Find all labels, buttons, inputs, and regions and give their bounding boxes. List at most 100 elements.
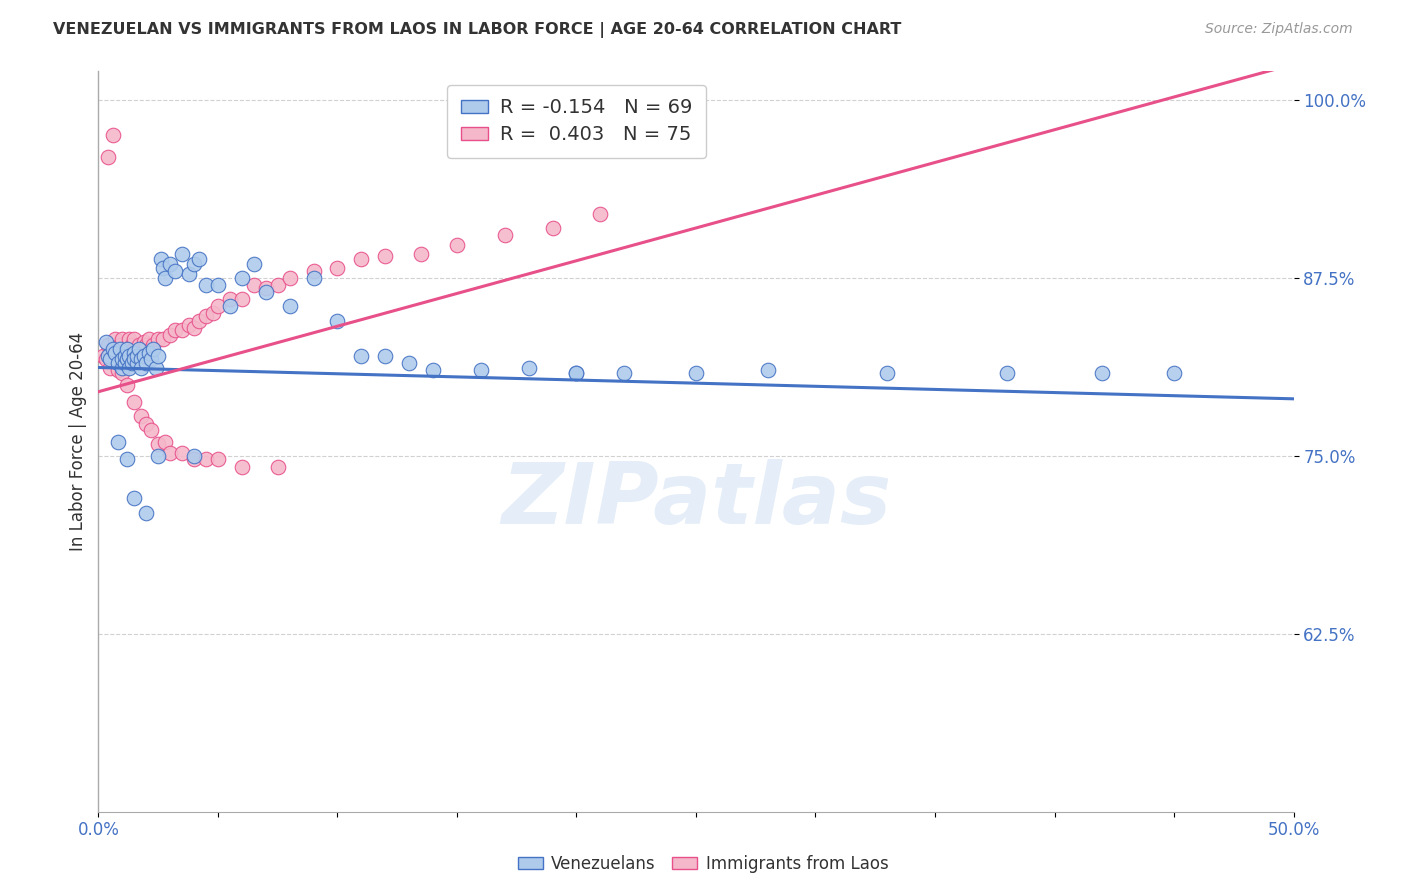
Point bbox=[398, 356, 420, 370]
Point bbox=[108, 342, 131, 356]
Point bbox=[138, 332, 160, 346]
Point bbox=[243, 277, 266, 292]
Point bbox=[132, 334, 155, 349]
Point bbox=[159, 256, 181, 270]
Point bbox=[207, 299, 229, 313]
Point bbox=[565, 366, 588, 380]
Y-axis label: In Labor Force | Age 20-64: In Labor Force | Age 20-64 bbox=[69, 332, 87, 551]
Point bbox=[1091, 366, 1114, 380]
Point bbox=[114, 356, 136, 370]
Point bbox=[142, 342, 165, 356]
Point bbox=[565, 366, 588, 380]
Point bbox=[152, 332, 174, 346]
Point bbox=[128, 342, 150, 356]
Point bbox=[97, 337, 120, 351]
Point bbox=[104, 351, 127, 366]
Point bbox=[131, 351, 153, 366]
Point bbox=[139, 351, 162, 366]
Point bbox=[231, 292, 253, 306]
Point bbox=[114, 356, 136, 370]
Point bbox=[125, 349, 148, 363]
Point bbox=[118, 349, 141, 363]
Point bbox=[97, 150, 120, 164]
Point bbox=[111, 346, 134, 360]
Point bbox=[135, 337, 157, 351]
Point bbox=[254, 285, 277, 299]
Point bbox=[98, 346, 122, 360]
Point bbox=[326, 313, 349, 327]
Point bbox=[278, 270, 301, 285]
Point bbox=[613, 366, 636, 380]
Point bbox=[97, 349, 120, 363]
Point bbox=[124, 332, 146, 346]
Point bbox=[155, 270, 177, 285]
Point bbox=[94, 351, 117, 366]
Point bbox=[108, 349, 131, 363]
Point bbox=[187, 313, 209, 327]
Point bbox=[139, 342, 162, 356]
Point bbox=[115, 342, 138, 356]
Point bbox=[107, 363, 129, 377]
Point bbox=[195, 310, 218, 324]
Point bbox=[326, 260, 349, 275]
Point bbox=[231, 270, 253, 285]
Point bbox=[207, 277, 229, 292]
Point bbox=[135, 356, 157, 370]
Point bbox=[195, 451, 218, 466]
Point bbox=[148, 449, 170, 463]
Point bbox=[104, 346, 127, 360]
Point bbox=[267, 460, 290, 475]
Point bbox=[124, 346, 146, 360]
Point bbox=[350, 349, 373, 363]
Point bbox=[148, 437, 170, 451]
Point bbox=[124, 394, 146, 409]
Point bbox=[374, 249, 396, 264]
Point bbox=[135, 506, 157, 520]
Point bbox=[183, 320, 205, 334]
Point bbox=[124, 351, 146, 366]
Point bbox=[172, 324, 194, 338]
Point bbox=[374, 349, 396, 363]
Point bbox=[756, 363, 779, 377]
Point bbox=[446, 238, 468, 252]
Point bbox=[111, 360, 134, 375]
Point bbox=[101, 349, 124, 363]
Point bbox=[125, 349, 148, 363]
Point bbox=[107, 434, 129, 449]
Point bbox=[98, 360, 122, 375]
Point bbox=[159, 446, 181, 460]
Point bbox=[163, 263, 186, 277]
Point bbox=[470, 363, 492, 377]
Point bbox=[183, 451, 205, 466]
Point bbox=[267, 277, 290, 292]
Point bbox=[163, 324, 186, 338]
Point bbox=[202, 306, 225, 320]
Point bbox=[254, 281, 277, 295]
Point bbox=[995, 366, 1018, 380]
Point bbox=[302, 263, 325, 277]
Point bbox=[179, 267, 201, 281]
Point bbox=[118, 332, 141, 346]
Point bbox=[131, 346, 153, 360]
Point bbox=[422, 363, 444, 377]
Point bbox=[124, 491, 146, 506]
Point bbox=[107, 356, 129, 370]
Point bbox=[128, 337, 150, 351]
Point bbox=[111, 351, 134, 366]
Point bbox=[685, 366, 707, 380]
Point bbox=[131, 360, 153, 375]
Point bbox=[876, 366, 898, 380]
Point bbox=[149, 252, 172, 267]
Text: VENEZUELAN VS IMMIGRANTS FROM LAOS IN LABOR FORCE | AGE 20-64 CORRELATION CHART: VENEZUELAN VS IMMIGRANTS FROM LAOS IN LA… bbox=[53, 22, 901, 38]
Point bbox=[111, 366, 134, 380]
Point bbox=[231, 460, 253, 475]
Point bbox=[172, 246, 194, 260]
Point bbox=[118, 349, 141, 363]
Point bbox=[114, 349, 136, 363]
Text: ZIPatlas: ZIPatlas bbox=[501, 459, 891, 542]
Point bbox=[148, 349, 170, 363]
Point bbox=[121, 356, 143, 370]
Point bbox=[172, 446, 194, 460]
Point bbox=[94, 334, 117, 349]
Point bbox=[1163, 366, 1185, 380]
